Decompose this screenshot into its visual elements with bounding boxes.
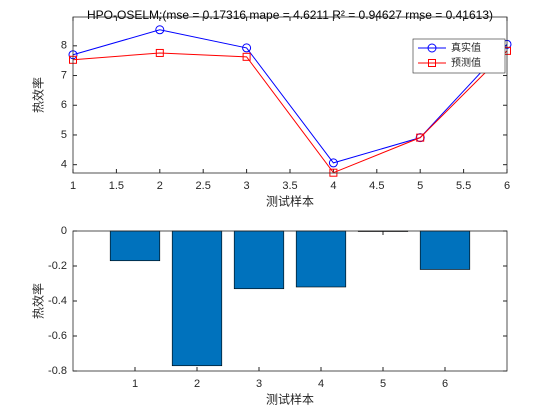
legend-marker [427, 43, 437, 53]
legend-box [412, 38, 506, 74]
series-line [72, 50, 508, 174]
bar [109, 230, 161, 262]
x-tick-label: 5 [380, 378, 386, 390]
x-tick-label: 2.5 [196, 180, 211, 192]
x-tick-label: 4 [318, 378, 324, 390]
y-axis-label: 热效率 [31, 77, 46, 113]
x-axis-label: 测试样本 [266, 194, 314, 209]
y-tick-label: 4 [61, 159, 67, 171]
y-tick-label: 7 [61, 69, 67, 81]
y-axis-label: 热效率 [31, 283, 46, 319]
marker [242, 52, 251, 61]
y-tick-label: -0.2 [48, 260, 67, 272]
marker [328, 158, 338, 168]
x-tick-label: 1 [132, 378, 138, 390]
x-tick-label: 1 [70, 180, 76, 192]
x-tick-label: 4 [330, 180, 336, 192]
marker [155, 25, 165, 35]
x-tick-label: 3 [244, 180, 250, 192]
x-tick-label: 3 [256, 378, 262, 390]
y-tick-label: -0.8 [48, 365, 67, 377]
axes-box [72, 16, 508, 174]
y-tick-label: 0 [61, 225, 67, 237]
x-tick-label: 5 [417, 180, 423, 192]
bar [419, 230, 471, 270]
chart-title: HPO-OSELM:(mse = 0.17316 mape = 4.6211 R… [87, 8, 493, 22]
x-tick-label: 4.5 [369, 180, 384, 192]
legend-marker [428, 59, 436, 67]
marker [416, 133, 425, 142]
bar [295, 230, 347, 288]
y-tick-label: 6 [61, 99, 67, 111]
series-line [72, 29, 508, 164]
x-tick-label: 2 [157, 180, 163, 192]
x-tick-label: 1.5 [109, 180, 124, 192]
x-tick-label: 6 [504, 180, 510, 192]
x-tick-label: 5.5 [456, 180, 471, 192]
legend-label: 预测值 [451, 56, 481, 69]
marker [155, 48, 164, 57]
bar [233, 230, 285, 290]
x-axis-label: 测试样本 [266, 392, 314, 407]
y-tick-label: 5 [61, 129, 67, 141]
marker [242, 43, 252, 53]
y-tick-label: 8 [61, 40, 67, 52]
y-tick-label: -0.6 [48, 330, 67, 342]
x-tick-label: 6 [442, 378, 448, 390]
x-tick-label: 3.5 [282, 180, 297, 192]
bar [171, 230, 223, 367]
x-tick-label: 2 [194, 378, 200, 390]
y-tick-label: -0.4 [48, 295, 67, 307]
axes-box [72, 230, 508, 372]
legend-label: 真实值 [451, 41, 481, 54]
